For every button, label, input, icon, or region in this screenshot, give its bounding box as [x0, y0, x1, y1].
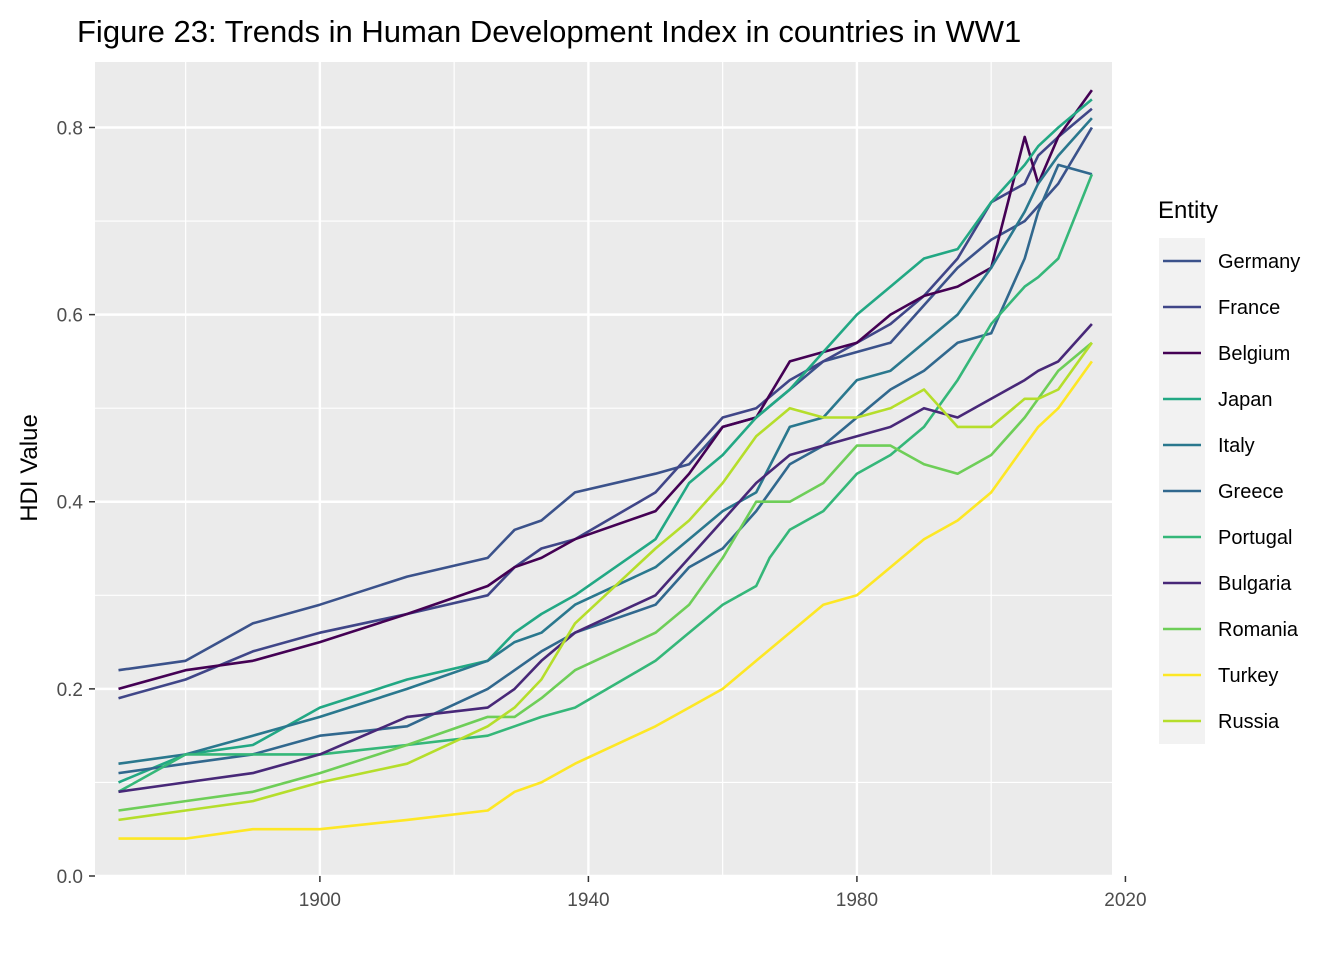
series-line-france [118, 107, 1093, 700]
legend-items: Germany France Belgium Japan Italy Greece Port… [1159, 238, 1300, 744]
x-tick-label: 1980 [836, 890, 878, 911]
x-tick-label: 1940 [567, 890, 609, 911]
y-axis: 0.0 0.2 0.4 0.6 0.8 [57, 118, 95, 888]
legend-label: Russia [1218, 711, 1280, 733]
x-axis: 1900 1940 1980 2020 [299, 876, 1147, 911]
legend-label: Germany [1218, 251, 1300, 273]
series-line-russia [118, 341, 1093, 822]
series-line-romania [118, 341, 1093, 812]
series-line-japan [117, 98, 1093, 784]
y-tick-label: 0.2 [57, 680, 83, 701]
legend-label: Greece [1218, 481, 1284, 503]
legend: Entity Germany France Belgium Japan Italy Gre… [1158, 197, 1300, 744]
legend-title: Entity [1158, 197, 1218, 224]
x-tick-label: 2020 [1104, 890, 1146, 911]
series-lines [117, 89, 1094, 840]
legend-label: Japan [1218, 389, 1273, 411]
series-line-belgium [118, 89, 1093, 691]
legend-label: Belgium [1218, 343, 1290, 365]
legend-label: France [1218, 297, 1280, 319]
legend-label: Turkey [1218, 665, 1278, 687]
x-tick-label: 1900 [299, 890, 341, 911]
y-tick-label: 0.4 [57, 493, 84, 514]
y-tick-label: 0.6 [57, 306, 83, 327]
series-line-bulgaria [118, 323, 1093, 794]
series-line-turkey [118, 360, 1093, 840]
chart-title: Figure 23: Trends in Human Development I… [77, 14, 1021, 49]
y-axis-title: HDI Value [16, 414, 43, 522]
major-gridlines [95, 62, 1127, 878]
legend-label: Romania [1218, 619, 1299, 641]
legend-label: Bulgaria [1218, 573, 1292, 595]
legend-label: Italy [1218, 435, 1255, 457]
y-tick-label: 0.0 [57, 867, 83, 888]
legend-label: Portugal [1218, 527, 1293, 549]
y-tick-label: 0.8 [57, 118, 83, 139]
